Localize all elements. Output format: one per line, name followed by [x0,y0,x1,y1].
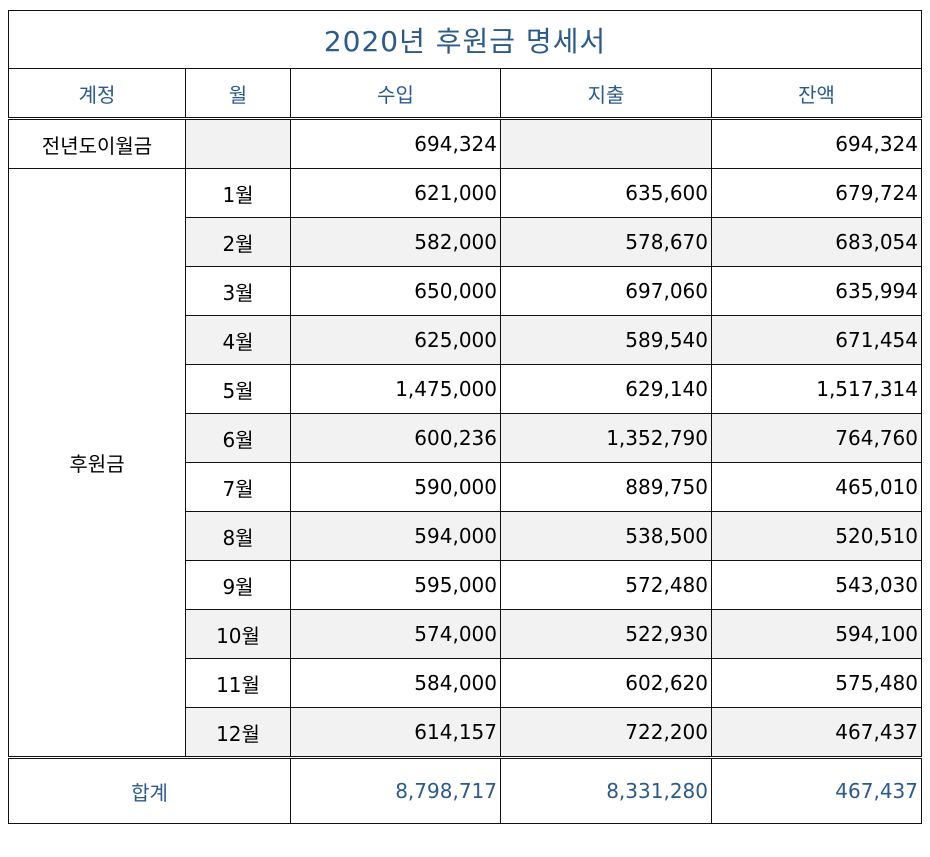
table-row: 12월 614,157 722,200 467,437 [9,707,923,758]
month-cell: 11월 [185,658,291,708]
donation-account-label: 후원금 [8,168,186,758]
table-row: 8월 594,000 538,500 520,510 [9,511,923,561]
balance-cell: 520,510 [710,511,923,561]
carry-over-month [185,118,291,169]
income-cell: 582,000 [290,217,501,267]
expense-cell: 1,352,790 [500,413,712,463]
income-cell: 590,000 [290,462,501,512]
balance-cell: 671,454 [710,315,923,365]
month-cell: 2월 [185,217,291,267]
carry-over-income: 694,324 [290,118,501,169]
total-label: 합계 [8,756,291,824]
expense-cell: 538,500 [500,511,712,561]
expense-cell: 602,620 [500,658,712,708]
table-row: 후원금 1월 621,000 635,600 679,724 [8,168,923,758]
income-cell: 574,000 [290,609,501,659]
carry-over-balance: 694,324 [710,118,923,169]
total-balance: 467,437 [710,756,923,824]
header-income: 수입 [290,68,501,120]
expense-cell: 572,480 [500,560,712,610]
statement-title: 2020년 후원금 명세서 [7,10,923,69]
expense-cell: 889,750 [500,462,712,512]
table-row: 10월 574,000 522,930 594,100 [9,609,923,659]
header-account: 계정 [8,68,186,120]
month-cell: 12월 [185,707,291,758]
income-cell: 621,000 [290,168,501,218]
expense-cell: 697,060 [500,266,712,316]
table-row: 5월 1,475,000 629,140 1,517,314 [9,364,923,414]
total-expense: 8,331,280 [500,756,712,824]
balance-cell: 575,480 [710,658,923,708]
month-cell: 1월 [185,168,291,218]
carry-over-row: 전년도이월금 694,324 694,324 [8,118,923,169]
expense-cell: 722,200 [500,707,712,758]
table-row: 2월 582,000 578,670 683,054 [9,217,923,267]
header-expense: 지출 [500,68,712,120]
header-month: 월 [185,68,291,120]
month-cell: 7월 [185,462,291,512]
balance-cell: 679,724 [710,168,923,218]
table-row: 11월 584,000 602,620 575,480 [9,658,923,708]
income-cell: 584,000 [290,658,501,708]
carry-over-label: 전년도이월금 [8,118,186,169]
total-row: 합계 8,798,717 8,331,280 467,437 [8,756,923,824]
balance-cell: 467,437 [710,707,923,758]
statement-sheet: 2020년 후원금 명세서 계정 월 수입 지출 잔액 전년도이월금 694,3… [7,10,923,846]
balance-cell: 635,994 [710,266,923,316]
expense-cell: 629,140 [500,364,712,414]
month-cell: 8월 [185,511,291,561]
month-cell: 5월 [185,364,291,414]
expense-cell: 522,930 [500,609,712,659]
expense-cell: 635,600 [500,168,712,218]
carry-over-expense [500,118,712,169]
total-income: 8,798,717 [290,756,501,824]
table-row: 9월 595,000 572,480 543,030 [9,560,923,610]
expense-cell: 589,540 [500,315,712,365]
income-cell: 594,000 [290,511,501,561]
income-cell: 650,000 [290,266,501,316]
balance-cell: 465,010 [710,462,923,512]
expense-cell: 578,670 [500,217,712,267]
table-row: 7월 590,000 889,750 465,010 [9,462,923,512]
month-cell: 10월 [185,609,291,659]
balance-cell: 543,030 [710,560,923,610]
header-row: 계정 월 수입 지출 잔액 [8,68,923,120]
balance-cell: 1,517,314 [710,364,923,414]
month-cell: 4월 [185,315,291,365]
donation-statement-table: 2020년 후원금 명세서 계정 월 수입 지출 잔액 전년도이월금 694,3… [7,10,923,824]
income-cell: 614,157 [290,707,501,758]
income-cell: 1,475,000 [290,364,501,414]
month-cell: 9월 [185,560,291,610]
income-cell: 625,000 [290,315,501,365]
table-row: 6월 600,236 1,352,790 764,760 [9,413,923,463]
header-balance: 잔액 [710,68,923,120]
income-cell: 595,000 [290,560,501,610]
balance-cell: 594,100 [710,609,923,659]
month-cell: 6월 [185,413,291,463]
income-cell: 600,236 [290,413,501,463]
balance-cell: 683,054 [710,217,923,267]
balance-cell: 764,760 [710,413,923,463]
table-row: 3월 650,000 697,060 635,994 [9,266,923,316]
month-cell: 3월 [185,266,291,316]
